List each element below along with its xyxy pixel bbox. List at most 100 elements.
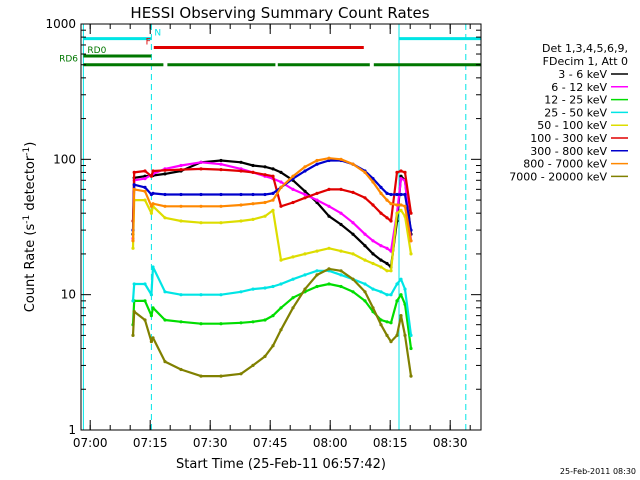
point-7000-20000-kev-18 <box>327 267 331 271</box>
series-line-6-12-kev <box>131 161 413 253</box>
point-100-300-kev-29 <box>409 211 413 215</box>
flag-label-rd0: RD0 <box>87 46 106 56</box>
point-100-300-kev-23 <box>379 211 383 215</box>
point-12-25-kev-25 <box>389 321 393 325</box>
point-12-25-kev-26 <box>395 299 399 303</box>
legend-label-12-25-kev: 12 - 25 keV <box>544 94 607 107</box>
point-3-6-kev-13 <box>279 170 283 174</box>
point-50-100-kev-16 <box>303 252 307 256</box>
point-7000-20000-kev-26 <box>395 333 399 337</box>
point-300-800-kev-23 <box>379 185 383 189</box>
point-800-7000-kev-27 <box>399 203 403 207</box>
point-6-12-kev-22 <box>379 244 383 248</box>
point-25-50-kev-23 <box>379 290 383 294</box>
legend-label-7000-20000-kev: 7000 - 20000 keV <box>509 170 607 183</box>
y-axis: 1 10 100 1000 <box>45 17 481 437</box>
point-800-7000-kev-8 <box>199 204 203 208</box>
point-25-50-kev-5 <box>151 265 155 269</box>
point-7000-20000-kev-12 <box>263 354 267 358</box>
y-tick-label-100: 100 <box>53 152 76 166</box>
point-800-7000-kev-11 <box>251 202 255 206</box>
point-800-7000-kev-13 <box>271 198 275 202</box>
point-300-800-kev-28 <box>403 192 407 197</box>
point-12-25-kev-27 <box>399 293 403 297</box>
point-25-50-kev-6 <box>163 290 167 294</box>
x-tick-label-07-00: 07:00 <box>73 436 108 450</box>
point-300-800-kev-26 <box>395 192 399 197</box>
point-50-100-kev-15 <box>291 255 295 259</box>
point-300-800-kev-24 <box>385 191 389 195</box>
point-100-300-kev-16 <box>303 196 307 200</box>
point-800-7000-kev-12 <box>263 200 267 205</box>
point-3-6-kev-18 <box>339 222 343 227</box>
point-100-300-kev-20 <box>351 190 355 194</box>
point-50-100-kev-24 <box>385 269 389 273</box>
point-100-300-kev-3 <box>143 169 147 173</box>
series-300-800-kev <box>131 158 413 232</box>
point-7000-20000-kev-21 <box>363 290 367 294</box>
legend-label-300-800-kev: 300 - 800 keV <box>530 145 607 158</box>
point-800-7000-kev-26 <box>395 203 399 207</box>
point-300-800-kev-13 <box>271 191 275 195</box>
point-7000-20000-kev-6 <box>163 360 167 364</box>
point-100-300-kev-5 <box>151 169 155 173</box>
series-800-7000-kev <box>131 156 413 243</box>
point-12-25-kev-29 <box>409 346 413 351</box>
point-800-7000-kev-1 <box>131 239 135 243</box>
point-800-7000-kev-21 <box>363 170 367 174</box>
point-100-300-kev-6 <box>163 168 167 172</box>
point-800-7000-kev-19 <box>339 157 343 161</box>
point-50-100-kev-7 <box>179 219 183 223</box>
series-7000-20000-kev <box>131 267 413 378</box>
point-12-25-kev-14 <box>279 306 283 310</box>
point-7000-20000-kev-27 <box>399 314 403 318</box>
point-6-12-kev-16 <box>315 198 319 202</box>
point-50-100-kev-18 <box>327 246 331 250</box>
point-6-12-kev-8 <box>219 162 223 166</box>
point-25-50-kev-10 <box>239 290 243 294</box>
point-300-800-kev-2 <box>132 183 136 187</box>
point-6-12-kev-19 <box>351 221 355 225</box>
point-800-7000-kev-14 <box>279 185 283 189</box>
point-25-50-kev-2 <box>132 282 136 286</box>
x-tick-label-08-15: 08:15 <box>373 436 408 450</box>
point-100-300-kev-26 <box>395 170 399 174</box>
point-25-50-kev-19 <box>339 273 343 277</box>
point-100-300-kev-4 <box>149 174 153 178</box>
point-25-50-kev-12 <box>263 286 267 290</box>
x-axis: 07:00 07:15 07:30 07:45 08:00 08:15 08:30 <box>73 24 471 450</box>
point-50-100-kev-12 <box>263 214 267 218</box>
legend-header-line-2: FDecim 1, Att 0 <box>543 55 628 68</box>
series-6-12-kev <box>131 160 413 253</box>
point-50-100-kev-6 <box>163 216 167 220</box>
y-axis-title-part-2: detector <box>23 155 38 215</box>
legend-header-line-1: Det 1,3,4,5,6,9, <box>542 42 628 55</box>
point-50-100-kev-25 <box>389 269 393 273</box>
point-100-300-kev-25 <box>389 219 393 223</box>
y-tick-label-1000: 1000 <box>45 17 76 31</box>
point-100-300-kev-18 <box>327 187 331 191</box>
point-800-7000-kev-2 <box>132 187 136 191</box>
point-100-300-kev-8 <box>199 167 203 171</box>
point-3-6-kev-15 <box>303 189 307 193</box>
point-3-6-kev-20 <box>363 244 367 248</box>
point-25-50-kev-21 <box>363 282 367 286</box>
point-50-100-kev-13 <box>271 208 275 212</box>
point-3-6-kev-8 <box>219 158 223 163</box>
point-12-25-kev-4 <box>149 314 153 318</box>
point-6-12-kev-7 <box>199 160 203 164</box>
point-7000-20000-kev-4 <box>149 340 153 344</box>
point-7000-20000-kev-16 <box>303 287 307 291</box>
point-25-50-kev-16 <box>303 273 307 277</box>
point-800-7000-kev-29 <box>409 239 413 243</box>
x-tick-label-07-30: 07:30 <box>193 436 228 450</box>
timestamp: 25-Feb-2011 08:30 <box>560 467 636 476</box>
point-100-300-kev-17 <box>315 191 319 195</box>
point-100-300-kev-7 <box>179 168 183 172</box>
legend-label-25-50-kev: 25 - 50 keV <box>544 106 607 119</box>
point-25-50-kev-11 <box>251 287 255 291</box>
point-25-50-kev-22 <box>371 287 375 291</box>
point-6-12-kev-18 <box>339 211 343 215</box>
point-25-50-kev-13 <box>271 284 275 289</box>
